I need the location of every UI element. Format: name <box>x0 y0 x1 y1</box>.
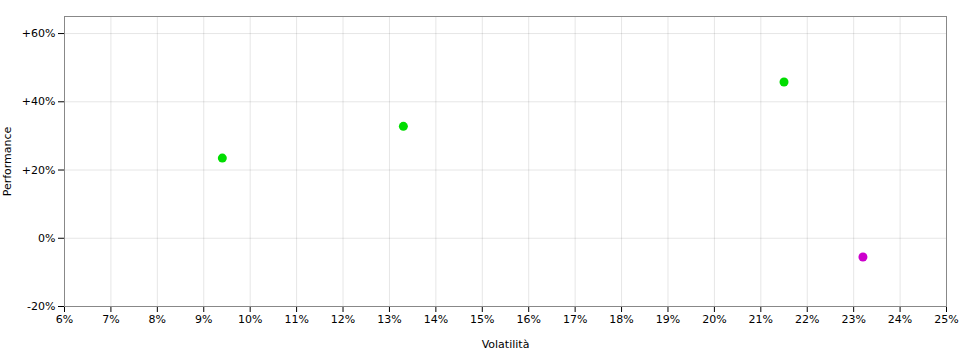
svg-text:25%: 25% <box>934 313 958 326</box>
svg-text:15%: 15% <box>470 313 494 326</box>
svg-text:14%: 14% <box>424 313 448 326</box>
svg-text:+40%: +40% <box>22 95 56 108</box>
svg-text:23%: 23% <box>841 313 865 326</box>
svg-text:7%: 7% <box>102 313 119 326</box>
svg-text:22%: 22% <box>795 313 819 326</box>
svg-text:20%: 20% <box>702 313 726 326</box>
svg-text:8%: 8% <box>149 313 166 326</box>
svg-text:6%: 6% <box>56 313 73 326</box>
svg-text:16%: 16% <box>516 313 540 326</box>
svg-text:+20%: +20% <box>22 164 56 177</box>
svg-text:0%: 0% <box>38 232 55 245</box>
svg-text:17%: 17% <box>563 313 587 326</box>
svg-text:-20%: -20% <box>27 300 55 313</box>
svg-text:Performance: Performance <box>1 126 14 196</box>
svg-text:18%: 18% <box>609 313 633 326</box>
svg-text:19%: 19% <box>656 313 680 326</box>
svg-text:9%: 9% <box>195 313 212 326</box>
svg-text:Volatilità: Volatilità <box>482 338 530 350</box>
svg-text:11%: 11% <box>284 313 308 326</box>
svg-text:12%: 12% <box>331 313 355 326</box>
svg-text:+60%: +60% <box>22 27 56 40</box>
svg-text:24%: 24% <box>888 313 912 326</box>
svg-text:13%: 13% <box>377 313 401 326</box>
svg-text:21%: 21% <box>749 313 773 326</box>
svg-text:10%: 10% <box>238 313 262 326</box>
